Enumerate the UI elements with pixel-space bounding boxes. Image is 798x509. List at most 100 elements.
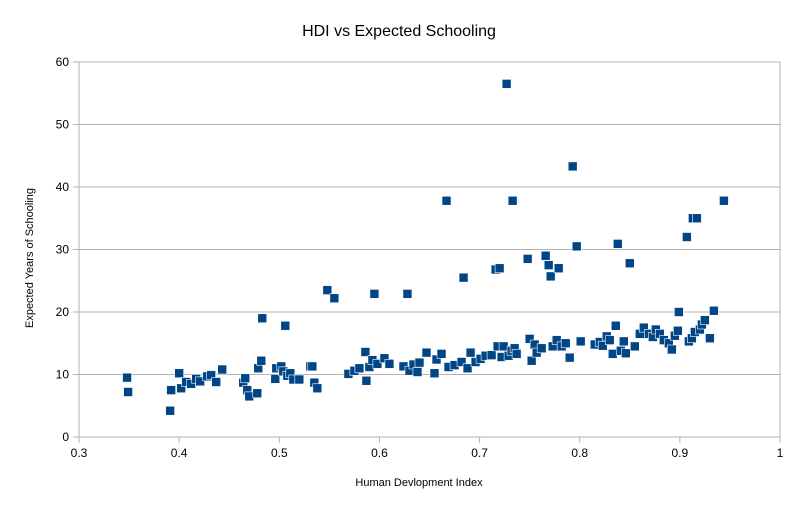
data-point — [486, 350, 497, 360]
x-tick-label: 0.3 — [71, 446, 88, 460]
data-point — [166, 385, 176, 395]
data-point — [700, 315, 710, 325]
x-tick-label: 1 — [777, 446, 784, 460]
data-point — [610, 320, 621, 331]
data-point — [244, 391, 255, 402]
data-point — [240, 373, 251, 384]
data-point — [719, 195, 729, 206]
data-point — [412, 367, 423, 377]
data-point — [372, 359, 383, 369]
data-point — [369, 289, 380, 299]
data-point — [270, 374, 281, 384]
data-point — [540, 250, 551, 261]
y-tick-label: 60 — [56, 55, 70, 69]
data-point — [564, 352, 575, 363]
data-point — [322, 285, 333, 295]
data-point — [256, 355, 267, 366]
y-tick-label: 40 — [56, 180, 70, 194]
data-point — [456, 357, 467, 367]
data-point — [252, 388, 263, 399]
data-point — [307, 361, 318, 372]
data-point — [705, 333, 715, 344]
data-point — [522, 254, 533, 264]
data-point — [673, 325, 683, 336]
data-point — [682, 232, 692, 242]
data-point — [501, 79, 512, 89]
data-point — [429, 368, 440, 379]
x-tick-label: 0.5 — [271, 446, 288, 460]
data-point — [607, 349, 618, 359]
data-point — [379, 353, 390, 364]
data-point — [571, 241, 582, 252]
data-point — [620, 348, 631, 359]
data-point — [217, 364, 228, 375]
data-point — [667, 344, 677, 355]
chart-title: HDI vs Expected Schooling — [302, 23, 496, 40]
data-point — [294, 374, 305, 385]
x-tick-label: 0.8 — [571, 446, 588, 460]
data-point — [465, 347, 476, 358]
data-point — [604, 335, 615, 345]
data-point — [458, 272, 469, 283]
data-point — [560, 338, 571, 349]
data-point — [402, 289, 413, 299]
data-point — [462, 363, 473, 374]
data-point — [612, 239, 623, 249]
data-point — [624, 258, 635, 269]
y-tick-label: 0 — [62, 430, 69, 444]
data-point — [639, 322, 649, 333]
data-point — [174, 368, 184, 379]
data-point — [545, 271, 556, 282]
x-tick-label: 0.6 — [371, 446, 388, 460]
data-point — [526, 355, 537, 366]
data-point — [494, 263, 505, 274]
data-points — [122, 79, 729, 416]
data-point — [122, 372, 132, 383]
data-point — [436, 349, 447, 359]
data-point — [567, 161, 578, 172]
data-point — [536, 343, 547, 354]
y-tick-label: 50 — [56, 118, 70, 132]
data-point — [176, 383, 186, 394]
data-point — [195, 376, 205, 387]
data-point — [431, 354, 442, 365]
data-point — [498, 341, 509, 352]
data-point — [575, 336, 586, 347]
data-point — [280, 320, 291, 331]
data-point — [360, 347, 371, 357]
data-point — [206, 370, 216, 380]
x-tick-label: 0.9 — [672, 446, 689, 460]
data-point — [553, 263, 564, 274]
data-point — [354, 363, 365, 374]
data-point — [543, 260, 554, 270]
data-point — [361, 375, 372, 386]
x-tick-label: 0.7 — [471, 446, 488, 460]
data-point — [511, 349, 522, 359]
data-point — [629, 341, 640, 352]
data-point — [597, 340, 608, 351]
data-point — [524, 334, 535, 344]
y-tick-label: 10 — [56, 368, 70, 382]
data-point — [165, 405, 175, 416]
data-point — [709, 305, 719, 316]
data-point — [329, 293, 340, 304]
y-tick-label: 20 — [56, 305, 70, 319]
data-point — [421, 347, 432, 358]
axes — [73, 61, 781, 443]
tick-labels: 0 10 20 30 40 50 60 0.3 0.4 0.5 0.6 0.7 0.8 0.9 1 — [56, 55, 784, 460]
data-point — [618, 336, 629, 347]
x-axis-label: Human Devlopment Index — [355, 477, 483, 489]
data-point — [257, 313, 268, 324]
data-point — [211, 377, 221, 387]
y-tick-label: 30 — [56, 243, 70, 257]
data-point — [123, 387, 133, 397]
data-point — [692, 213, 702, 224]
y-axis-label: Expected Years of Schooling — [24, 188, 36, 328]
data-point — [414, 357, 425, 368]
data-point — [384, 359, 395, 369]
x-tick-label: 0.4 — [171, 446, 188, 460]
data-point — [507, 195, 518, 206]
data-point — [674, 307, 684, 317]
